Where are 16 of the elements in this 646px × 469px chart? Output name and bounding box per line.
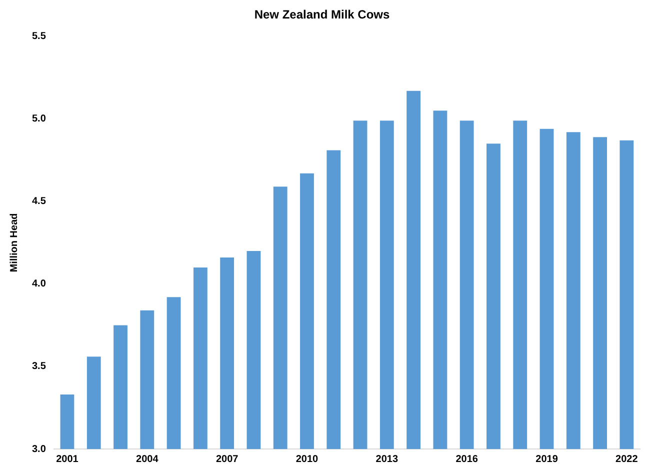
y-tick-label: 5.5 bbox=[32, 31, 46, 42]
x-tick-label: 2007 bbox=[216, 454, 239, 465]
x-tick-label: 2016 bbox=[456, 454, 478, 465]
y-axis-title: Million Head bbox=[8, 213, 20, 272]
x-tick-label: 2004 bbox=[136, 454, 159, 465]
x-tick-label: 2019 bbox=[536, 454, 558, 465]
x-tick-label: 2022 bbox=[616, 454, 638, 465]
y-tick-label: 3.5 bbox=[32, 361, 46, 372]
chart-title: New Zealand Milk Cows bbox=[254, 8, 390, 22]
y-tick-label: 3.0 bbox=[32, 444, 46, 455]
x-tick-label: 2013 bbox=[376, 454, 398, 465]
x-tick-label: 2001 bbox=[56, 454, 79, 465]
y-tick-label: 4.5 bbox=[32, 196, 46, 208]
y-tick-label: 5.0 bbox=[32, 114, 46, 125]
y-tick-label: 4.0 bbox=[32, 278, 46, 290]
x-tick-label: 2010 bbox=[296, 454, 319, 465]
